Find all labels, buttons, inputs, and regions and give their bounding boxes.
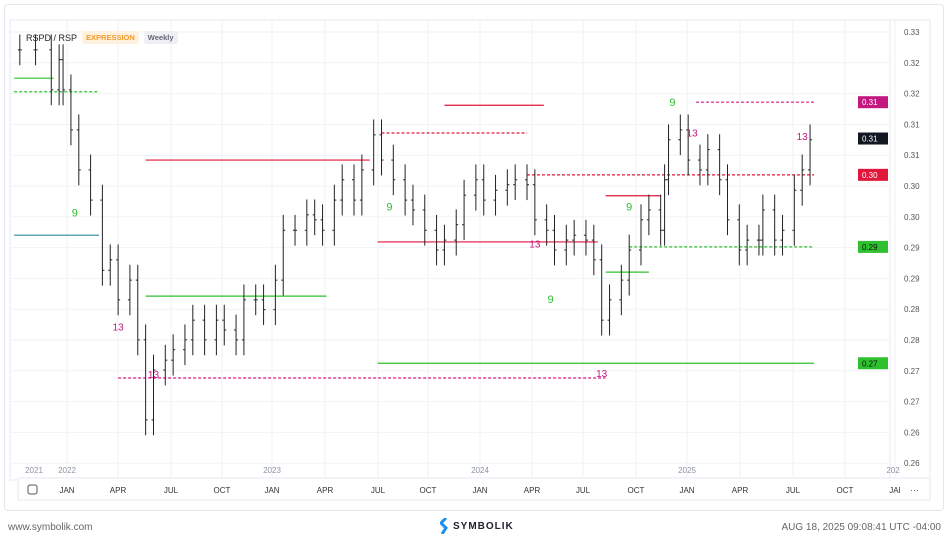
price-label: 0.30 [862,171,878,180]
website-link[interactable]: www.symbolik.com [8,522,93,533]
y-tick-label: 0.28 [904,305,920,314]
x-month-label: APR [732,486,749,495]
setup-count-label: 9 [669,97,675,109]
x-month-label: JUL [576,486,591,495]
y-tick-label: 0.30 [904,182,920,191]
x-year-label: 2022 [58,466,76,475]
setup-count-label: 13 [797,132,809,143]
setup-count-label: 9 [626,202,632,214]
x-month-label: OCT [628,486,645,495]
more-options-icon[interactable]: ··· [910,485,919,495]
x-month-label: JAN [59,486,74,495]
x-month-label: JUL [786,486,801,495]
price-label-box [858,96,888,109]
x-month-label: JAN [472,486,487,495]
x-year-label: 2024 [471,466,489,475]
x-year-label: 2021 [25,466,43,475]
setup-count-label: 9 [386,202,392,214]
y-tick-label: 0.26 [904,459,920,468]
chart-card [4,4,944,511]
setup-count-label: 13 [529,240,541,251]
y-tick-label: 0.33 [904,28,920,37]
price-chart[interactable]: 0.33 0.32 0.32 0.31 0.31 0.30 0.30 0.29 0.29 0.28… [0,0,947,510]
symbol-label[interactable]: RSPD / RSP [26,32,78,43]
time-axis [17,477,931,501]
x-month-label: JAN [264,486,279,495]
y-tick-label: 0.30 [904,213,920,222]
x-month-label: JUL [164,486,179,495]
calendar-icon[interactable] [27,484,38,495]
price-label: 0.29 [862,243,878,252]
x-year-label: 2023 [263,466,281,475]
y-tick-label: 0.31 [904,151,920,160]
price-label-box [858,240,888,253]
price-label-box [858,132,888,145]
chart-legend: RSPD / RSP EXPRESSION Weekly [26,31,178,44]
price-label-box [858,357,888,370]
price-label: 0.31 [862,135,878,144]
y-tick-label: 0.29 [904,274,920,283]
x-month-label: APR [110,486,127,495]
x-month-label: APR [317,486,334,495]
y-tick-label: 0.27 [904,398,920,407]
x-month-label: APR [524,486,541,495]
setup-count-label: 9 [72,208,78,220]
x-month-label: JAI [889,486,901,495]
setup-count-label: 13 [596,369,608,380]
plot-area [9,19,891,481]
y-tick-label: 0.32 [904,59,920,68]
brand-name: SYMBOLIK [453,520,514,532]
timestamp: AUG 18, 2025 09:08:41 UTC -04:00 [781,522,941,533]
setup-count-label: 13 [687,129,699,140]
brand-logo: SYMBOLIK [440,518,514,534]
y-tick-label: 0.26 [904,428,920,437]
price-label: 0.27 [862,359,878,368]
y-tick-label: 0.31 [904,120,920,129]
setup-count-label: 9 [548,294,554,306]
price-label-box [858,168,888,181]
setup-count-label: 13 [148,370,160,381]
price-label: 0.31 [862,98,878,107]
y-tick-label: 0.32 [904,90,920,99]
interval-badge[interactable]: Weekly [143,31,178,44]
expression-badge: EXPRESSION [82,31,139,44]
y-tick-label: 0.28 [904,336,920,345]
x-month-label: JUL [371,486,386,495]
x-month-label: OCT [837,486,854,495]
x-year-label: 202 [886,466,900,475]
y-tick-label: 0.29 [904,244,920,253]
x-month-label: JAN [679,486,694,495]
x-month-label: OCT [420,486,437,495]
x-year-label: 2025 [678,466,696,475]
y-tick-label: 0.27 [904,367,920,376]
symbolik-logo-icon [440,518,448,534]
x-month-label: OCT [214,486,231,495]
setup-count-label: 13 [113,323,125,334]
